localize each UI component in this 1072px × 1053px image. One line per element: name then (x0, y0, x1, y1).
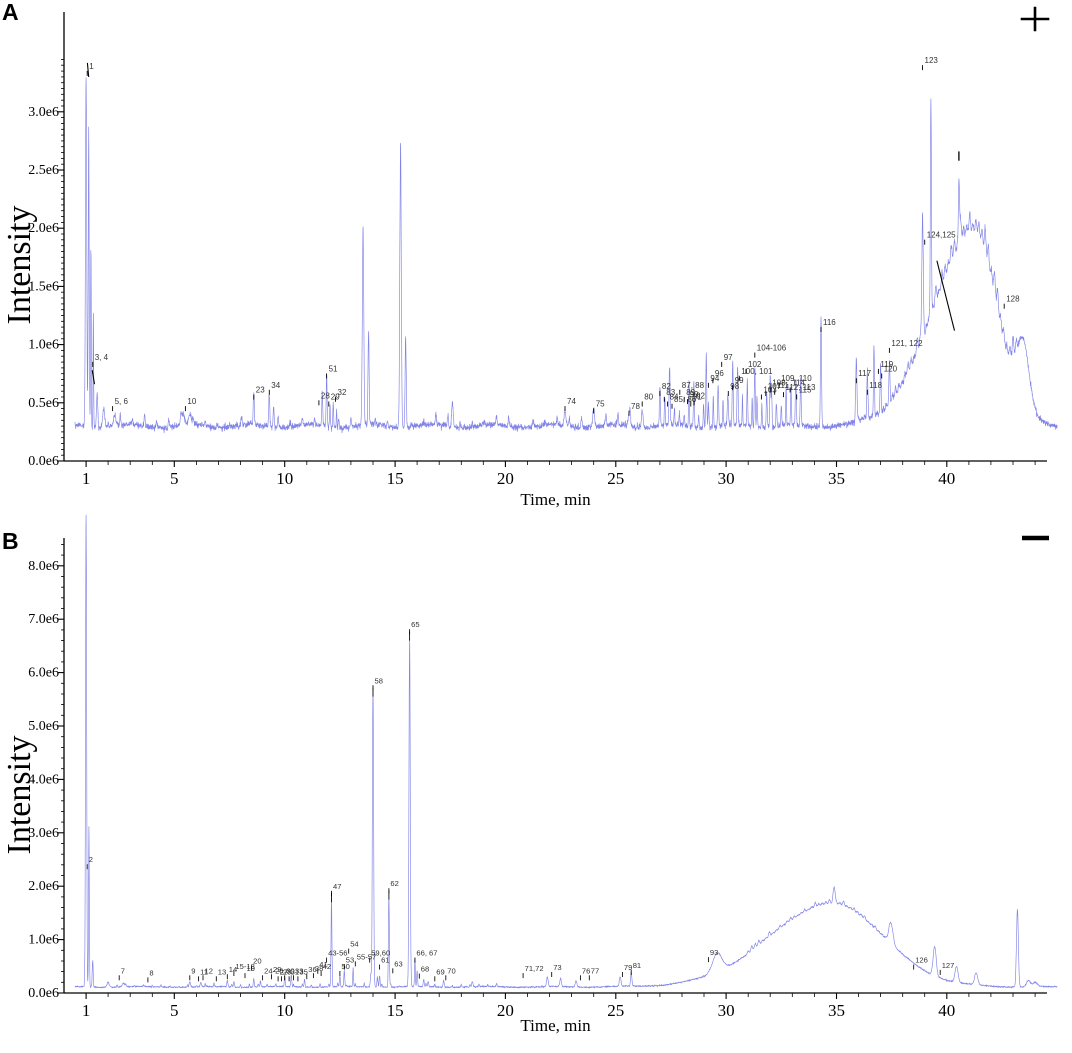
svg-text:15: 15 (387, 1001, 404, 1020)
svg-text:10: 10 (276, 1001, 293, 1020)
svg-text:126: 126 (915, 956, 928, 965)
svg-text:61: 61 (381, 956, 389, 965)
svg-text:70: 70 (447, 966, 455, 975)
svg-text:81: 81 (633, 961, 641, 970)
svg-text:7.0e6: 7.0e6 (28, 612, 59, 627)
svg-text:65: 65 (411, 620, 419, 629)
svg-text:127: 127 (942, 961, 955, 970)
svg-text:5: 5 (170, 1001, 179, 1020)
svg-text:Time, min: Time, min (520, 1016, 591, 1035)
svg-text:20: 20 (253, 957, 261, 966)
svg-text:2: 2 (89, 855, 93, 864)
svg-text:20: 20 (497, 1001, 514, 1020)
svg-text:13: 13 (218, 967, 226, 976)
svg-text:B: B (2, 528, 19, 554)
svg-text:69: 69 (436, 967, 444, 976)
svg-text:1.0e6: 1.0e6 (28, 933, 59, 948)
svg-text:8: 8 (149, 968, 153, 977)
svg-text:53: 53 (346, 956, 354, 965)
svg-text:Intensity: Intensity (1, 736, 38, 855)
svg-text:1: 1 (82, 1001, 91, 1020)
svg-text:35: 35 (828, 1001, 845, 1020)
svg-text:62: 62 (390, 879, 398, 888)
svg-text:63: 63 (394, 959, 402, 968)
svg-text:30: 30 (718, 1001, 735, 1020)
svg-text:40: 40 (938, 1001, 955, 1020)
svg-text:73: 73 (553, 963, 561, 972)
svg-text:43-56: 43-56 (328, 949, 347, 958)
svg-text:8.0e6: 8.0e6 (28, 559, 59, 574)
svg-text:47: 47 (333, 882, 341, 891)
svg-text:5.0e6: 5.0e6 (28, 719, 59, 734)
svg-text:42: 42 (323, 962, 331, 971)
svg-text:71,72: 71,72 (525, 964, 544, 973)
svg-text:66, 67: 66, 67 (416, 949, 437, 958)
svg-text:25: 25 (607, 1001, 624, 1020)
svg-text:12: 12 (205, 966, 213, 975)
svg-text:6.0e6: 6.0e6 (28, 666, 59, 681)
svg-text:54: 54 (350, 940, 358, 949)
svg-text:9: 9 (191, 966, 195, 975)
svg-text:7: 7 (121, 966, 125, 975)
svg-text:68: 68 (421, 965, 429, 974)
svg-text:93: 93 (710, 948, 718, 957)
svg-text:2.0e6: 2.0e6 (28, 879, 59, 894)
svg-text:77: 77 (591, 966, 599, 975)
svg-text:0.0e6: 0.0e6 (28, 986, 59, 1001)
svg-text:76: 76 (582, 966, 590, 975)
svg-text:58: 58 (375, 676, 383, 685)
